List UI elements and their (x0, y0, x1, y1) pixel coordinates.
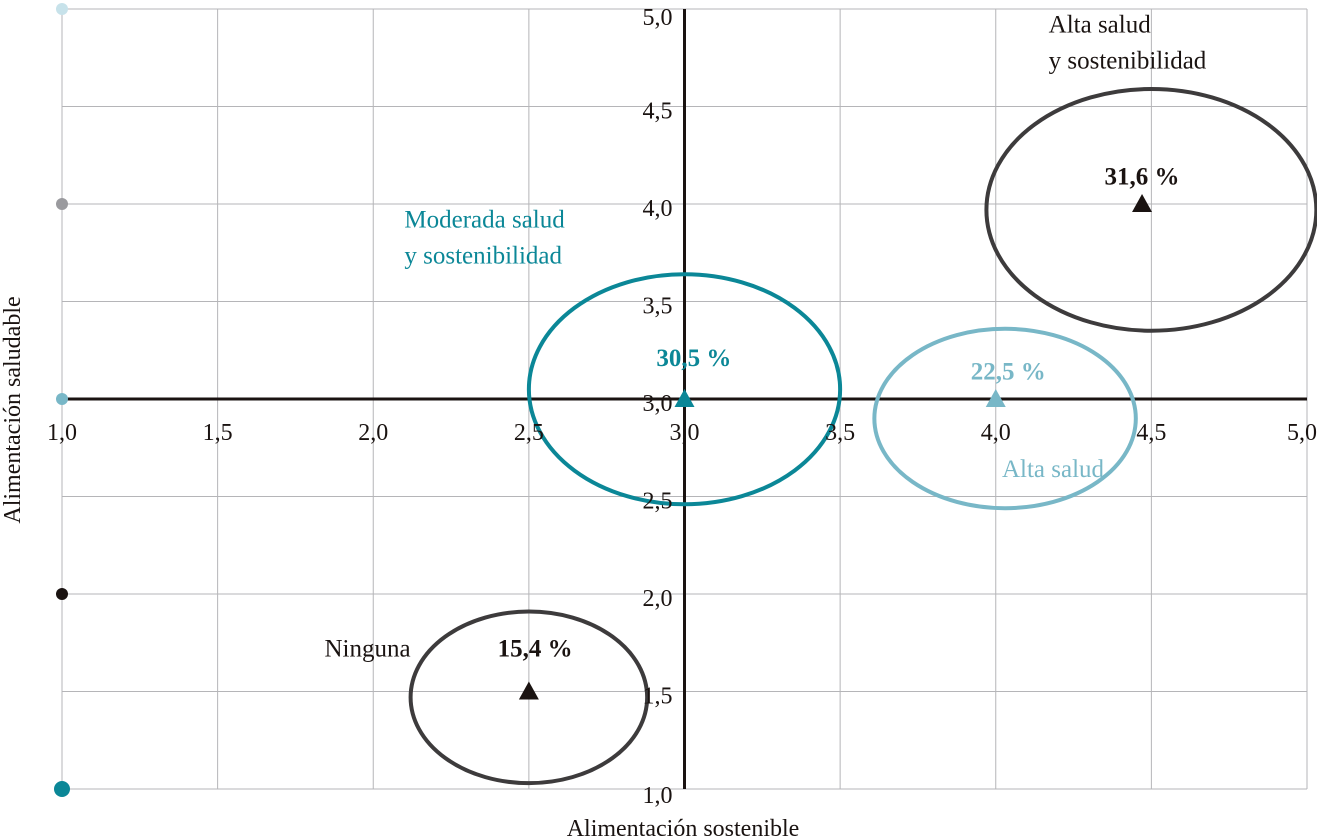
tick-labels: 1,0 1,5 2,0 2,5 3,0 3,5 4,0 4,5 5,01,01,52,02,53… (47, 5, 1317, 809)
edge-marker-dot (54, 781, 70, 797)
x-tick-label: 2,0 (358, 420, 388, 446)
centroid-triangle-marker (1132, 194, 1153, 212)
cluster-ellipse (984, 86, 1317, 333)
y-axis-title: Alimentación saludable (0, 296, 26, 523)
x-tick-label: 4,0 (981, 420, 1011, 446)
x-tick-label: 1,0 (47, 420, 77, 446)
x-tick-label: 5,0 (1287, 420, 1317, 446)
cluster-group: 30,5 % Moderada salud y sostenibilidad (404, 206, 843, 507)
cluster-group: 15,4 % Ninguna (324, 609, 650, 786)
clusters: 15,4 % Ninguna 30,5 % Moderada salud y soste… (324, 11, 1317, 786)
edge-marker-dot (56, 198, 68, 210)
cluster-name-line: Alta salud (1002, 456, 1105, 483)
cluster-percentage-label: 30,5 % (656, 345, 731, 372)
y-tick-label: 4,5 (643, 99, 673, 125)
cluster-name-line: y sostenibilidad (404, 242, 562, 269)
cluster-ellipse (408, 609, 650, 786)
y-tick-label: 3,0 (643, 391, 673, 417)
y-tick-label: 3,5 (643, 294, 673, 320)
cluster-ellipse (872, 326, 1138, 511)
y-tick-label: 5,0 (643, 5, 673, 31)
cluster-name-label: Alta salud y sostenibilidad (1049, 11, 1207, 74)
x-tick-label: 3,0 (670, 420, 700, 446)
x-tick-label: 1,5 (203, 420, 233, 446)
cluster-name-label: Ninguna (324, 635, 410, 662)
cluster-name-label: Moderada salud y sostenibilidad (404, 206, 565, 269)
edge-marker-dot (56, 3, 68, 15)
cluster-percentage-label: 15,4 % (498, 635, 573, 662)
cluster-name-line: y sostenibilidad (1049, 47, 1207, 74)
centroid-triangle-marker (518, 681, 539, 700)
cluster-percentage-label: 31,6 % (1105, 164, 1180, 191)
cluster-percentage-label: 22,5 % (971, 359, 1046, 386)
cluster-name-line: Ninguna (324, 635, 410, 662)
cluster-group: 31,6 % Alta salud y sostenibilidad (984, 11, 1317, 333)
x-tick-label: 4,5 (1136, 420, 1166, 446)
cluster-name-line: Moderada salud (404, 206, 565, 233)
left-edge-markers (54, 3, 70, 797)
y-tick-label: 1,0 (643, 783, 673, 809)
edge-marker-dot (56, 588, 68, 600)
x-tick-label: 3,5 (825, 420, 855, 446)
cluster-ellipse (526, 272, 843, 507)
y-tick-label: 4,0 (643, 196, 673, 222)
y-tick-label: 2,0 (643, 586, 673, 612)
y-tick-label: 1,5 (643, 684, 673, 710)
cluster-name-label: Alta salud (1002, 456, 1105, 483)
centroid-triangle-marker (674, 389, 695, 407)
edge-marker-dot (56, 393, 68, 405)
centroid-triangle-marker (985, 389, 1006, 407)
cluster-name-line: Alta salud (1049, 11, 1152, 38)
x-axis-title: Alimentación sostenible (567, 816, 800, 840)
y-tick-label: 2,5 (643, 489, 673, 515)
x-tick-label: 2,5 (514, 420, 544, 446)
cluster-group: 22,5 % Alta salud (872, 326, 1138, 511)
